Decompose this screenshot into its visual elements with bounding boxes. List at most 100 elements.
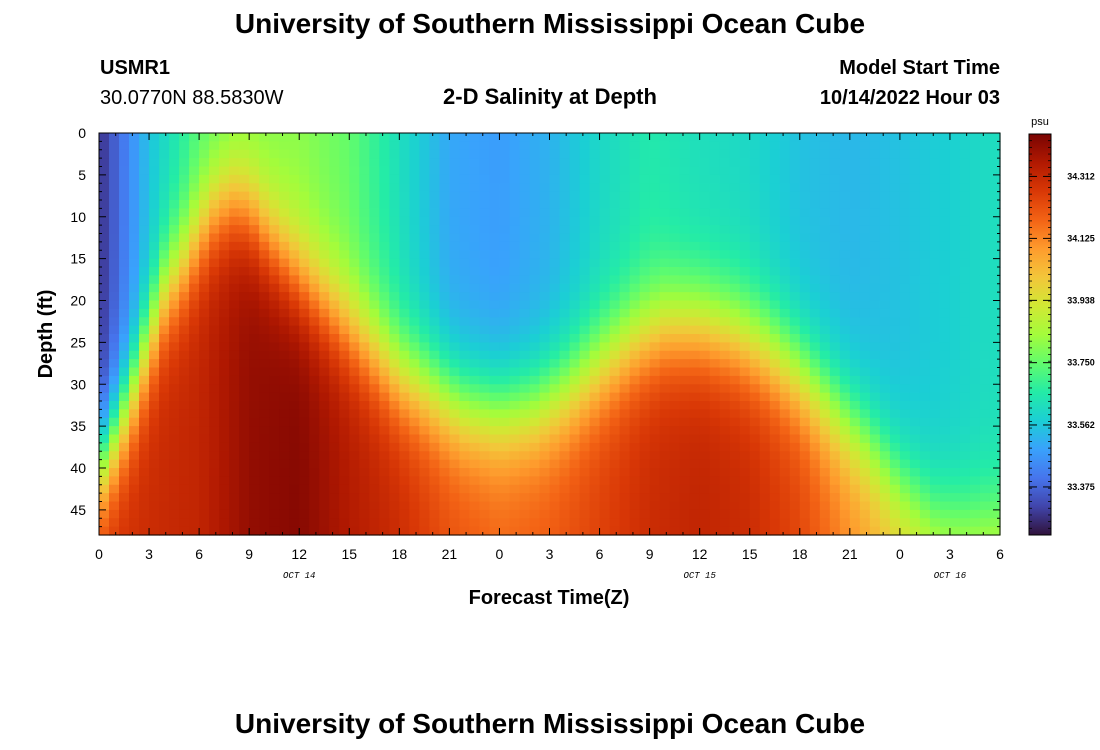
heatmap-cell	[509, 317, 521, 327]
heatmap-cell	[569, 183, 581, 193]
heatmap-cell	[429, 359, 440, 369]
heatmap-cell	[589, 166, 601, 176]
heatmap-cell	[709, 493, 721, 503]
heatmap-cell	[329, 166, 340, 176]
heatmap-cell	[899, 350, 911, 360]
heatmap-cell	[279, 300, 290, 310]
heatmap-cell	[949, 417, 961, 427]
x-tick-label: 6	[996, 546, 1004, 562]
heatmap-cell	[619, 384, 631, 394]
heatmap-cell	[669, 208, 681, 218]
heatmap-cell	[909, 518, 921, 528]
heatmap-cell	[249, 367, 260, 377]
heatmap-cell	[229, 283, 240, 293]
heatmap-cell	[199, 493, 210, 503]
heatmap-cell	[449, 275, 460, 285]
heatmap-cell	[379, 258, 390, 268]
heatmap-cell	[99, 258, 110, 268]
heatmap-cell	[719, 233, 731, 243]
heatmap-cell	[279, 476, 290, 486]
heatmap-cell	[799, 426, 811, 436]
heatmap-cell	[839, 225, 851, 235]
heatmap-cell	[979, 317, 991, 327]
heatmap-cell	[269, 275, 280, 285]
heatmap-cell	[119, 300, 130, 310]
heatmap-cell	[489, 392, 501, 402]
heatmap-cell	[539, 250, 551, 260]
heatmap-cell	[559, 442, 571, 452]
heatmap-cell	[119, 292, 130, 302]
heatmap-cell	[489, 191, 501, 201]
heatmap-cell	[899, 518, 911, 528]
heatmap-cell	[369, 417, 380, 427]
heatmap-cell	[119, 442, 130, 452]
heatmap-cell	[659, 434, 671, 444]
heatmap-cell	[319, 518, 330, 528]
heatmap-cell	[269, 149, 280, 159]
heatmap-cell	[549, 225, 561, 235]
heatmap-cell	[759, 526, 771, 536]
heatmap-cell	[149, 526, 160, 536]
heatmap-cell	[249, 350, 260, 360]
heatmap-cell	[529, 141, 541, 151]
heatmap-cell	[439, 325, 450, 335]
heatmap-cell	[819, 258, 831, 268]
heatmap-cell	[229, 434, 240, 444]
heatmap-cell	[539, 459, 551, 469]
heatmap-cell	[559, 325, 571, 335]
heatmap-cell	[669, 158, 681, 168]
heatmap-cell	[309, 384, 320, 394]
heatmap-cell	[659, 468, 671, 477]
heatmap-cell	[349, 183, 360, 193]
heatmap-cell	[629, 392, 641, 402]
heatmap-cell	[479, 267, 491, 276]
heatmap-cell	[979, 258, 991, 268]
heatmap-cell	[579, 484, 591, 494]
heatmap-cell	[229, 509, 240, 519]
x-tick-label: 18	[792, 546, 808, 562]
heatmap-cell	[809, 451, 821, 461]
heatmap-cell	[609, 216, 621, 226]
heatmap-cell	[949, 233, 961, 243]
heatmap-cell	[719, 292, 731, 302]
heatmap-cell	[709, 200, 721, 209]
heatmap-cell	[259, 216, 270, 226]
heatmap-cell	[949, 283, 961, 293]
heatmap-cell	[469, 484, 481, 494]
heatmap-cell	[499, 518, 511, 528]
heatmap-cell	[779, 200, 791, 209]
heatmap-cell	[119, 459, 130, 469]
heatmap-cell	[429, 434, 440, 444]
heatmap-cell	[749, 409, 761, 419]
heatmap-cell	[119, 417, 130, 427]
heatmap-cell	[139, 451, 150, 461]
heatmap-cell	[549, 392, 561, 402]
heatmap-cell	[389, 417, 400, 427]
heatmap-cell	[99, 233, 110, 243]
heatmap-cell	[609, 183, 621, 193]
heatmap-cell	[909, 325, 921, 335]
heatmap-cell	[549, 241, 561, 251]
heatmap-cell	[129, 468, 140, 477]
heatmap-cell	[209, 241, 220, 251]
heatmap-cell	[829, 133, 841, 142]
heatmap-cell	[179, 384, 190, 394]
heatmap-cell	[599, 225, 611, 235]
heatmap-cell	[269, 325, 280, 335]
heatmap-cell	[899, 133, 911, 142]
heatmap-cell	[799, 208, 811, 218]
heatmap-cell	[409, 359, 420, 369]
heatmap-cell	[879, 158, 891, 168]
heatmap-cell	[939, 200, 951, 209]
heatmap-cell	[899, 158, 911, 168]
heatmap-cell	[119, 216, 130, 226]
heatmap-cell	[109, 359, 120, 369]
heatmap-cell	[319, 250, 330, 260]
heatmap-cell	[749, 292, 761, 302]
heatmap-cell	[889, 225, 901, 235]
heatmap-cell	[899, 359, 911, 369]
heatmap-cell	[589, 501, 601, 511]
heatmap-cell	[869, 166, 881, 176]
heatmap-cell	[99, 468, 110, 477]
heatmap-cell	[479, 308, 491, 318]
